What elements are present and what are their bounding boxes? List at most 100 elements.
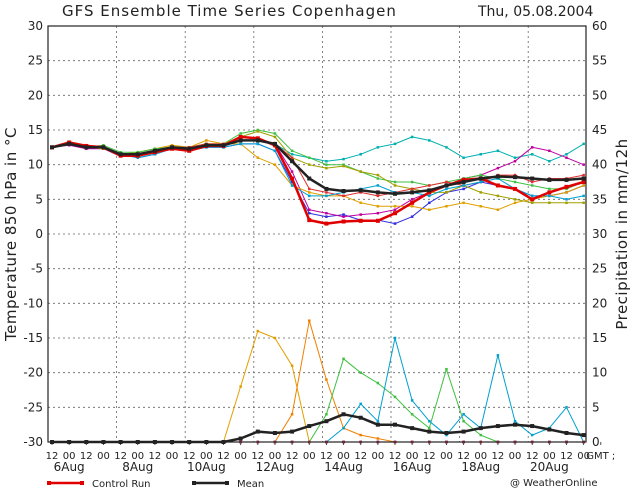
y-tick-label: -5 xyxy=(31,262,43,276)
temp-member-4-point xyxy=(428,208,431,211)
temp-member-4-point xyxy=(445,205,448,208)
temp-mean-series-point xyxy=(272,141,277,146)
precip-mean-series-point xyxy=(290,429,295,434)
temp-member-1-point xyxy=(548,159,551,163)
temp-control-series-point xyxy=(341,219,346,224)
temp-member-8-point xyxy=(136,156,139,159)
temp-member-3-point xyxy=(513,159,517,163)
temp-member-8-point xyxy=(479,180,482,184)
precip-mean-series-point xyxy=(255,429,260,434)
precip-member-3-point xyxy=(325,413,328,416)
x-date-label: 8Aug xyxy=(122,460,153,474)
precip-member-4-point xyxy=(410,399,414,402)
x-hour-label: 00 xyxy=(509,451,522,462)
temp-control-series-point xyxy=(187,148,192,153)
temp-member-4-point xyxy=(513,201,517,205)
y2-tick-label: 15 xyxy=(592,331,607,345)
x-hour-label: 12 xyxy=(114,451,127,462)
y-tick-label: 10 xyxy=(28,158,43,172)
temp-mean-series-point xyxy=(50,145,54,150)
temp-mean-series-point xyxy=(461,180,466,184)
temp-member-5-point xyxy=(290,149,294,153)
temp-member-1-point xyxy=(496,149,500,153)
temp-control-series-point xyxy=(547,190,552,195)
temp-mean-series-point xyxy=(393,191,397,196)
temp-mean-series xyxy=(51,139,584,196)
y2-axis-label: Precipitation in mm/12h xyxy=(613,138,631,329)
temp-member-1-point xyxy=(582,142,585,146)
precip-member-4-point xyxy=(462,413,465,416)
temp-mean-series-point xyxy=(221,143,226,148)
x-date-label: 10Aug xyxy=(187,460,226,474)
temp-member-5-point xyxy=(376,177,380,180)
temp-mean-series-point xyxy=(67,141,72,146)
temp-member-3-point xyxy=(393,208,397,211)
temp-member-8-point xyxy=(445,187,448,191)
temp-control-series xyxy=(51,135,584,225)
temp-member-6-point xyxy=(393,184,397,187)
chart-title: GFS Ensemble Time Series Copenhagen xyxy=(62,2,397,20)
y2-tick-label: 50 xyxy=(592,88,607,102)
temp-control-series-point xyxy=(461,177,466,182)
temp-member-2-point xyxy=(410,215,414,218)
temp-member-2-point xyxy=(462,187,465,191)
temp-control-series-point xyxy=(410,200,415,205)
temp-member-3-point xyxy=(565,156,568,159)
temp-member-7-point xyxy=(290,156,294,159)
temp-member-8-point xyxy=(256,142,260,146)
temp-control-series-point xyxy=(238,134,243,139)
precip-member-4-point xyxy=(342,426,345,430)
precip-member-2-point xyxy=(325,378,328,381)
temp-member-6-point xyxy=(530,201,534,205)
precip-member-4-point xyxy=(445,433,448,437)
temp-member-7-point xyxy=(513,173,517,177)
temp-member-5-point xyxy=(393,180,397,184)
precip-member-2-point xyxy=(308,319,311,322)
temp-member-1-point xyxy=(513,156,517,159)
temp-member-5-point xyxy=(239,132,242,135)
temp-member-1-point xyxy=(530,153,534,156)
y-tick-label: -15 xyxy=(23,331,43,345)
temp-member-1-point xyxy=(410,135,414,139)
precip-member-3-point xyxy=(462,419,465,423)
temp-member-3-point xyxy=(325,211,328,215)
legend-control-marker-left xyxy=(47,481,51,485)
temp-mean-series-point xyxy=(307,176,312,181)
y-tick-label: 0 xyxy=(35,227,43,241)
y2-tick-label: 55 xyxy=(592,54,607,68)
temp-member-4-point xyxy=(393,205,397,208)
x-hour-label: 12 xyxy=(286,451,299,462)
temp-mean-series-point xyxy=(152,148,157,153)
temp-member-2-point xyxy=(393,222,397,225)
x-date-label: 12Aug xyxy=(256,460,295,474)
y-tick-label: -30 xyxy=(23,435,43,449)
precip-member-3 xyxy=(52,358,584,443)
y-axis-label: Temperature 850 hPa in °C xyxy=(2,127,20,342)
x-hour-label: 00 xyxy=(166,451,179,462)
temp-member-4-point xyxy=(359,201,362,205)
temp-mean-series-point xyxy=(101,145,106,150)
precip-member-3-point xyxy=(428,426,431,430)
precip-member-3-point xyxy=(393,395,397,399)
x-hour-label: 00 xyxy=(337,451,350,462)
precip-mean-series-point xyxy=(444,430,449,435)
temp-member-4-point xyxy=(565,191,568,194)
y-tick-label: -20 xyxy=(23,366,43,380)
temp-member-5-point xyxy=(565,187,568,191)
temp-mean-series-point xyxy=(170,145,175,150)
temp-member-6-point xyxy=(325,166,328,170)
precip-mean-series-point xyxy=(564,430,569,435)
temp-mean-series-point xyxy=(427,188,432,193)
precip-member-2-point xyxy=(359,433,362,437)
y-tick-label: -25 xyxy=(23,400,43,414)
temp-member-4-point xyxy=(479,205,482,208)
temp-member-1-point xyxy=(462,156,465,159)
precip-mean-series-point xyxy=(547,427,552,432)
temp-member-3-point xyxy=(359,213,362,216)
precip-member-3-point xyxy=(479,433,482,437)
temp-member-8-point xyxy=(273,149,277,153)
x-hour-label: 00 xyxy=(577,451,590,462)
temp-member-5-point xyxy=(308,156,311,159)
temp-member-1-point xyxy=(325,159,328,163)
temp-member-4-point xyxy=(462,201,465,205)
